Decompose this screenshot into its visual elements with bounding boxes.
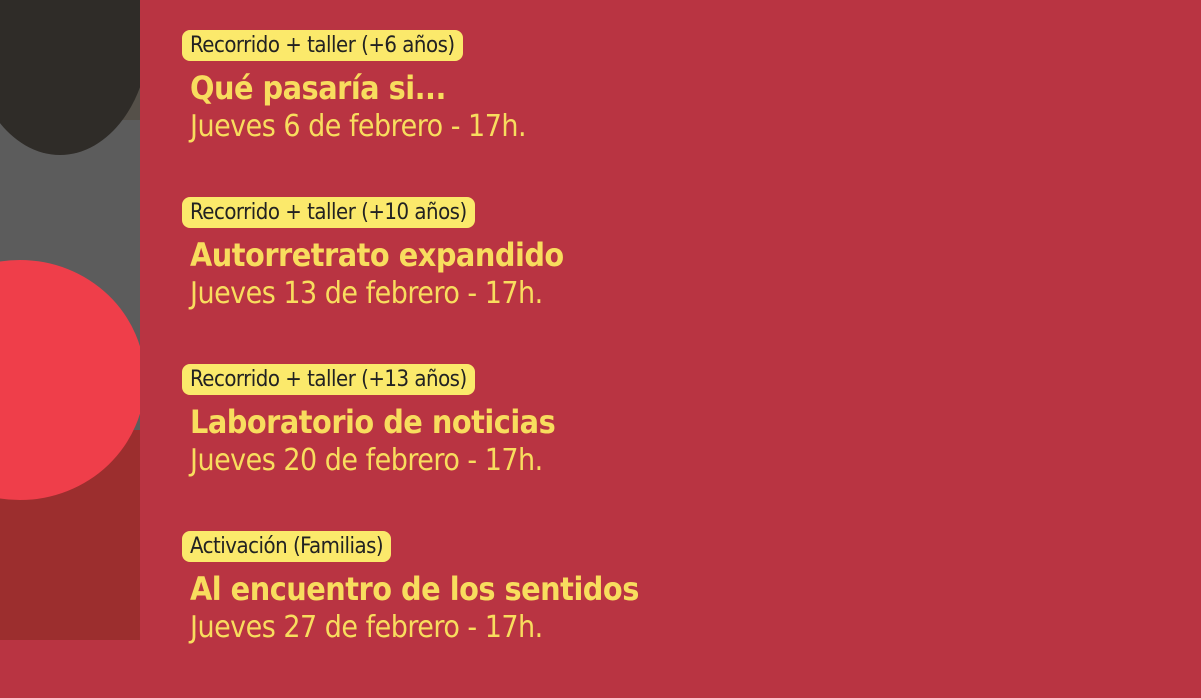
event-title: Al encuentro de los sentidos [190, 570, 639, 608]
event: Recorrido + taller (+6 años) Qué pasaría … [182, 30, 639, 197]
event: Recorrido + taller (+10 años) Autorretrat… [182, 197, 639, 364]
event-date: Jueves 6 de febrero - 17h. [190, 109, 527, 144]
event: Activación (Familias) Al encuentro de los… [182, 531, 639, 698]
event: Recorrido + taller (+13 años) Laboratorio… [182, 364, 639, 531]
page: Recorrido + taller (+6 años) Qué pasaría … [0, 0, 640, 645]
event-date: Jueves 27 de febrero - 17h. [190, 610, 543, 645]
event-tag: Recorrido + taller (+6 años) [182, 30, 463, 61]
event-list: Recorrido + taller (+6 años) Qué pasaría … [182, 30, 639, 698]
event-date: Jueves 13 de febrero - 17h. [190, 276, 543, 311]
event-title: Qué pasaría si... [190, 69, 446, 107]
event-tag: Activación (Familias) [182, 531, 392, 562]
event-date: Jueves 20 de febrero - 17h. [190, 443, 543, 478]
event-tag: Recorrido + taller (+10 años) [182, 197, 475, 228]
event-tag: Recorrido + taller (+13 años) [182, 364, 475, 395]
artwork [0, 0, 140, 640]
event-title: Autorretrato expandido [190, 236, 564, 274]
event-title: Laboratorio de noticias [190, 403, 556, 441]
